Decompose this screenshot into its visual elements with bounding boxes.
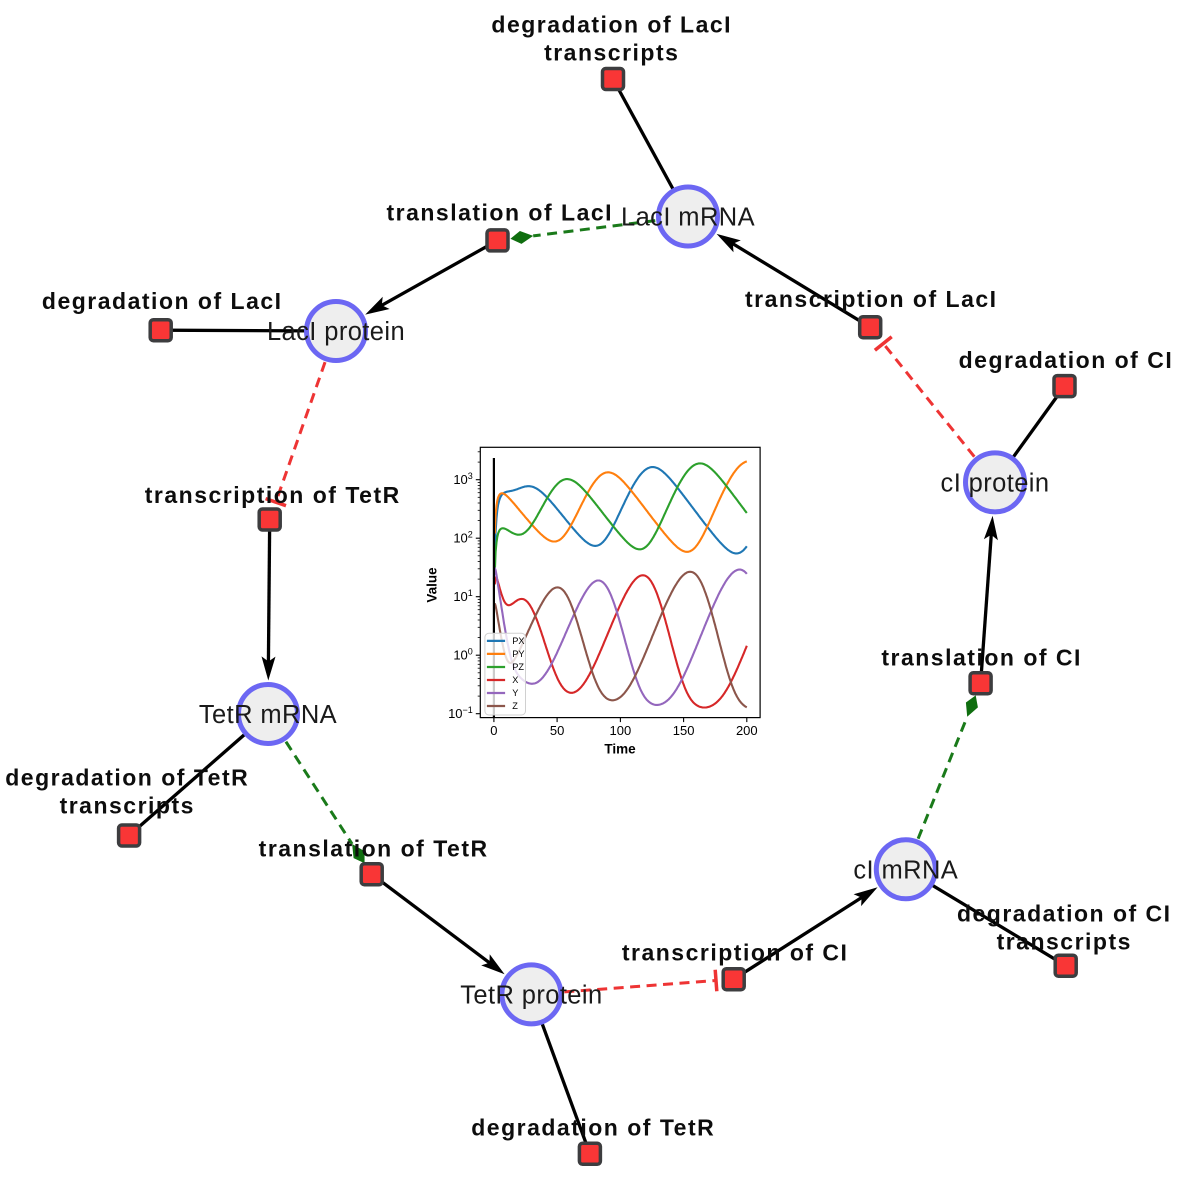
svg-text:100: 100: [453, 647, 472, 663]
svg-text:Time: Time: [604, 742, 636, 757]
svg-text:degradation of TetR: degradation of TetR: [471, 1115, 715, 1141]
svg-text:transcription of CI: transcription of CI: [622, 940, 849, 966]
svg-text:translation of TetR: translation of TetR: [259, 836, 489, 862]
svg-text:Z: Z: [512, 701, 518, 711]
svg-text:TetR protein: TetR protein: [460, 981, 602, 1009]
svg-text:degradation of CI: degradation of CI: [959, 347, 1174, 373]
svg-text:degradation of TetR: degradation of TetR: [5, 765, 249, 791]
svg-text:50: 50: [550, 723, 564, 738]
svg-text:translation of CI: translation of CI: [881, 644, 1082, 670]
svg-text:103: 103: [453, 471, 472, 487]
svg-text:degradation of LacI: degradation of LacI: [491, 11, 732, 37]
svg-text:150: 150: [673, 723, 695, 738]
svg-text:transcripts: transcripts: [997, 929, 1132, 955]
svg-text:PX: PX: [512, 636, 524, 646]
svg-text:PZ: PZ: [512, 662, 524, 672]
svg-text:100: 100: [610, 723, 632, 738]
svg-text:101: 101: [453, 588, 472, 604]
svg-text:LacI protein: LacI protein: [267, 318, 405, 346]
svg-text:X: X: [512, 675, 518, 685]
svg-text:Value: Value: [425, 567, 440, 603]
svg-text:transcripts: transcripts: [544, 39, 679, 65]
svg-text:transcription of TetR: transcription of TetR: [145, 482, 401, 508]
svg-text:transcripts: transcripts: [60, 793, 195, 819]
svg-text:translation of LacI: translation of LacI: [386, 200, 613, 226]
svg-text:LacI mRNA: LacI mRNA: [621, 204, 755, 232]
svg-text:10−1: 10−1: [448, 705, 473, 721]
svg-text:TetR mRNA: TetR mRNA: [199, 701, 337, 729]
svg-text:PY: PY: [512, 649, 524, 659]
svg-text:transcription of LacI: transcription of LacI: [745, 286, 998, 312]
svg-text:cI protein: cI protein: [941, 469, 1050, 497]
svg-text:Y: Y: [512, 688, 518, 698]
svg-text:102: 102: [453, 530, 472, 546]
svg-text:0: 0: [490, 723, 497, 738]
svg-text:cI mRNA: cI mRNA: [853, 856, 958, 884]
svg-text:200: 200: [736, 723, 758, 738]
svg-text:degradation of LacI: degradation of LacI: [42, 288, 283, 314]
svg-text:degradation of CI: degradation of CI: [957, 901, 1172, 927]
